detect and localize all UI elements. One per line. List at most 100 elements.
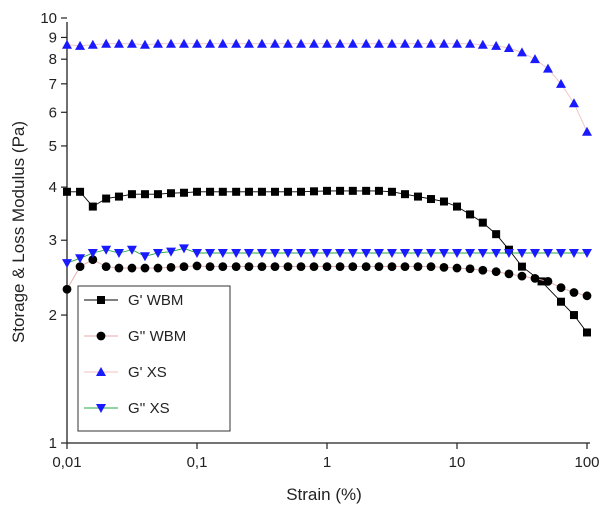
data-point	[75, 254, 86, 264]
data-point	[152, 38, 163, 48]
data-point	[387, 262, 397, 272]
data-point	[193, 187, 201, 196]
data-point	[178, 38, 189, 48]
data-point	[322, 248, 332, 258]
series-g-double-prime-xs	[62, 244, 592, 269]
data-point	[282, 38, 293, 48]
series-g-prime-xs	[62, 38, 592, 136]
data-point	[322, 262, 332, 272]
data-point	[477, 39, 488, 49]
data-point	[101, 38, 112, 48]
data-point	[399, 38, 410, 48]
legend-label: G'' XS	[128, 400, 170, 417]
data-point	[557, 297, 566, 306]
data-point	[231, 38, 242, 48]
data-point	[373, 38, 384, 48]
data-point	[127, 190, 136, 199]
legend-entry-g-prime-xs: G' XS	[84, 364, 167, 381]
data-point	[399, 248, 410, 258]
data-point	[336, 186, 345, 195]
data-point	[438, 248, 449, 258]
data-point	[347, 38, 358, 48]
data-point	[335, 248, 346, 258]
data-point	[529, 248, 540, 258]
data-series	[62, 38, 592, 337]
data-point	[452, 263, 462, 273]
data-point	[205, 262, 215, 272]
data-point	[503, 42, 514, 52]
data-point	[426, 38, 437, 48]
data-point	[243, 38, 254, 48]
data-point	[322, 38, 332, 48]
data-point	[88, 202, 97, 211]
data-point	[153, 263, 163, 273]
data-point	[152, 248, 163, 258]
data-point	[88, 255, 98, 265]
data-point	[373, 248, 384, 258]
data-point	[465, 248, 476, 258]
data-point	[257, 262, 267, 272]
data-point	[101, 245, 112, 255]
data-point	[530, 273, 540, 283]
data-point	[492, 230, 501, 239]
data-point	[323, 186, 331, 195]
data-point	[400, 262, 410, 272]
data-point	[374, 186, 383, 195]
data-point	[218, 187, 227, 196]
legend: G' WBM G'' WBM G' XS G'' XS	[77, 285, 231, 432]
data-point	[217, 38, 228, 48]
x-tick-label: 0,1	[187, 454, 208, 471]
series-g-double-prime-wbm	[62, 255, 592, 301]
data-point	[192, 261, 202, 271]
data-point	[569, 288, 579, 297]
data-point	[205, 248, 216, 258]
y-tick-label: 4	[49, 179, 57, 196]
y-tick-label: 1	[49, 435, 57, 452]
axes	[66, 22, 590, 444]
data-point	[126, 38, 137, 48]
data-point	[517, 271, 527, 281]
data-point	[516, 47, 527, 57]
data-point	[413, 262, 423, 272]
data-point	[256, 248, 267, 258]
data-point	[296, 38, 307, 48]
data-point	[361, 262, 371, 272]
legend-label: G'' WBM	[128, 328, 186, 345]
data-point	[426, 262, 436, 272]
data-point	[139, 252, 150, 262]
data-point	[179, 262, 189, 272]
data-point	[140, 263, 150, 273]
data-point	[478, 218, 487, 227]
legend-label: G' WBM	[128, 292, 183, 309]
data-point	[166, 262, 176, 272]
data-point	[452, 248, 462, 258]
data-point	[503, 248, 514, 258]
data-point	[568, 98, 579, 108]
data-point	[439, 262, 449, 272]
legend-entry-g-double-prime-xs: G'' XS	[84, 400, 170, 417]
data-point	[244, 187, 253, 196]
data-point	[582, 291, 592, 301]
data-point	[269, 38, 280, 48]
x-tick-label: 1	[323, 454, 331, 471]
data-point	[335, 262, 345, 272]
data-point	[400, 190, 409, 199]
data-point	[179, 188, 188, 197]
x-tick-label: 100	[574, 454, 599, 471]
data-point	[439, 197, 448, 206]
data-point	[491, 248, 502, 258]
data-point	[231, 248, 242, 258]
data-point	[529, 54, 540, 64]
data-point	[243, 248, 254, 258]
data-point	[309, 262, 319, 272]
data-point	[516, 248, 527, 258]
data-point	[477, 248, 488, 258]
data-point	[452, 38, 462, 48]
data-point	[283, 262, 293, 272]
data-point	[270, 262, 280, 272]
data-point	[308, 38, 319, 48]
data-point	[568, 248, 579, 258]
data-point	[166, 247, 177, 257]
x-tick-label: 0,01	[52, 454, 81, 471]
